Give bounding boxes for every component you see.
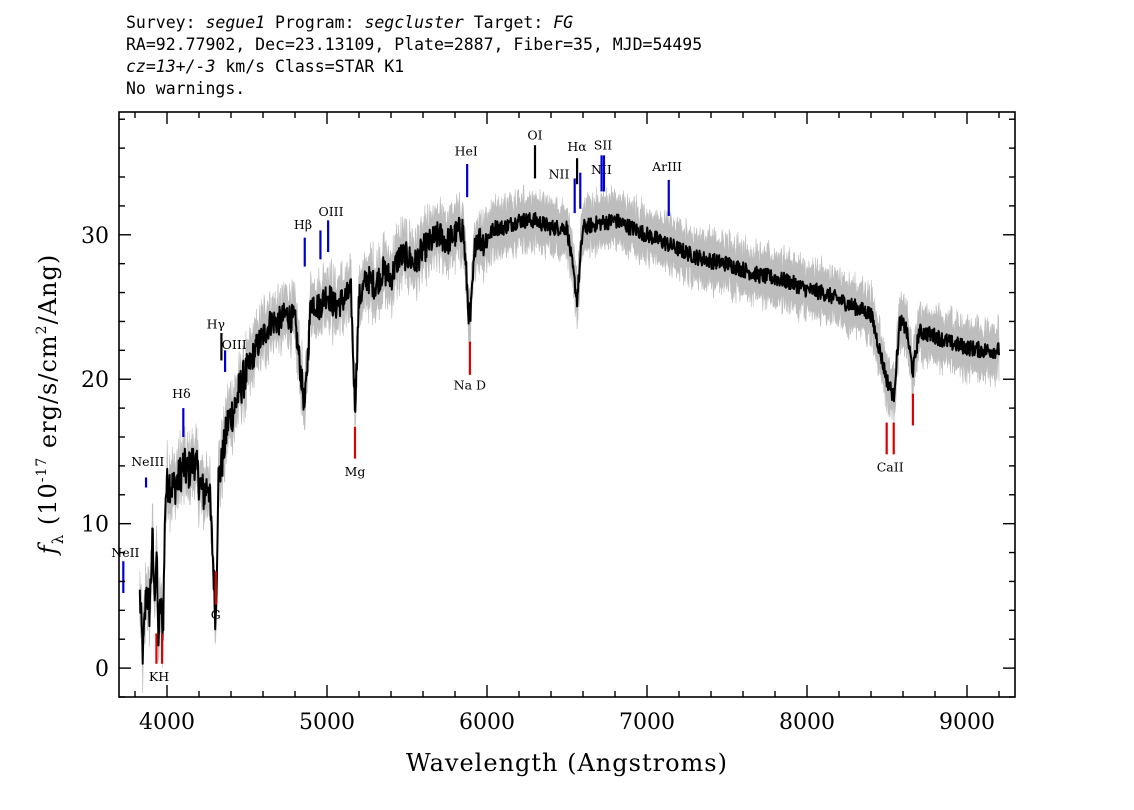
x-tick-label: 9000 <box>939 710 995 735</box>
emission-line-label: OIII <box>318 204 343 219</box>
y-tick-label: 0 <box>95 657 109 682</box>
survey-value: segue1 <box>205 13 266 32</box>
emission-line-label: Hβ <box>294 217 312 232</box>
x-tick-label: 5000 <box>299 710 355 735</box>
axis-ticks-group: 4000 5000 6000 7000 8000 9000 0 10 20 30 <box>81 112 1015 735</box>
neutral-line-label: Hγ <box>207 317 225 332</box>
y-axis-label: fλ (10-17 erg/s/cm2/Ang) <box>34 254 67 556</box>
x-tick-label: 4000 <box>139 710 195 735</box>
emission-line-label: Hδ <box>172 386 190 401</box>
emission-line-label: OIII <box>222 337 247 352</box>
emission-line-label: SII <box>594 138 613 153</box>
cz-value: cz=13+/-3 <box>126 57 216 76</box>
x-tick-label: 8000 <box>779 710 835 735</box>
emission-line-label: HeI <box>455 143 478 158</box>
spectrum-header: Survey: segue1 Program: segcluster Targe… <box>126 12 702 100</box>
absorption-line-label: Mg <box>345 464 366 479</box>
flux-line <box>138 211 1000 665</box>
absorption-line-label: G <box>211 607 221 622</box>
header-line-coordinates: RA=92.77902, Dec=23.13109, Plate=2887, F… <box>126 35 703 54</box>
error-band <box>139 184 1000 694</box>
x-tick-label: 7000 <box>619 710 675 735</box>
y-tick-label: 30 <box>81 224 109 249</box>
absorption-line-label: KH <box>149 669 169 684</box>
neutral-line-label: OI <box>527 127 542 142</box>
header-line-warnings: No warnings. <box>126 79 246 98</box>
error-band-group <box>139 184 1000 694</box>
absorption-line-label: CaII <box>877 460 904 475</box>
emission-line-label: NII <box>549 166 570 181</box>
y-tick-label: 20 <box>81 368 109 393</box>
header-line-survey: Survey: segue1 Program: segcluster Targe… <box>126 13 574 32</box>
emission-line-label: NeII <box>111 545 139 560</box>
target-value: FG <box>553 13 574 32</box>
x-axis-label: Wavelength (Angstroms) <box>406 749 728 777</box>
flux-group <box>138 211 1000 665</box>
x-tick-label: 6000 <box>459 710 515 735</box>
neutral-line-label: Hα <box>567 139 587 154</box>
program-value: segcluster <box>364 13 464 32</box>
spectral-lines-group: NeIIIHδOIIIHβOIIIHeINIINIISIIArIIINeIIHγ… <box>111 127 915 684</box>
emission-line-label: ArIII <box>651 159 682 174</box>
plot-frame <box>118 111 1016 698</box>
header-line-redshift: cz=13+/-3 km/s Class=STAR K1 <box>126 57 405 76</box>
y-tick-label: 10 <box>81 513 109 538</box>
absorption-line-label: Na D <box>454 377 486 392</box>
emission-line-label: NeIII <box>131 454 164 469</box>
